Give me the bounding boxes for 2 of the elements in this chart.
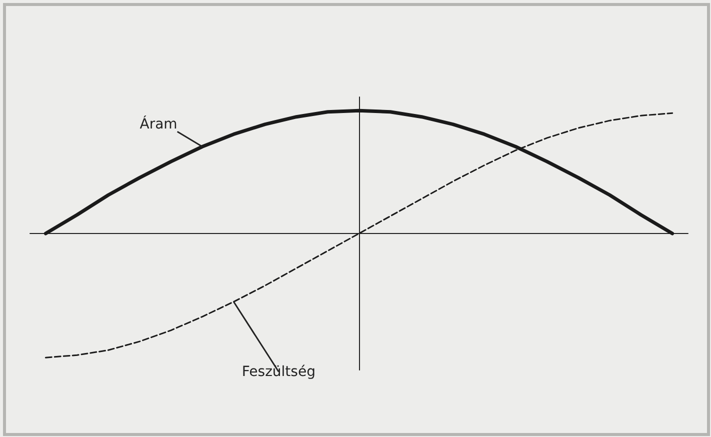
series-label: Áram <box>140 116 178 133</box>
text: Feszültség <box>242 364 316 380</box>
